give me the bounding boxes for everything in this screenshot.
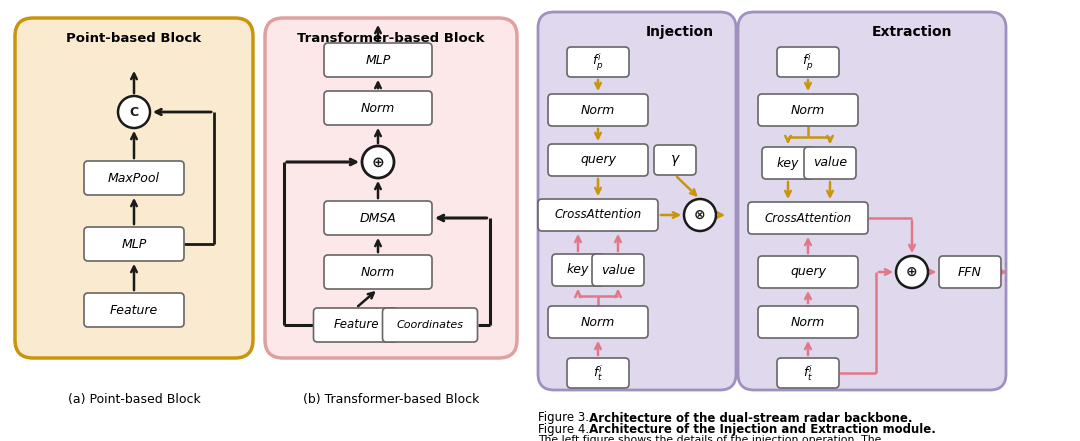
FancyBboxPatch shape (538, 12, 735, 390)
FancyBboxPatch shape (84, 293, 184, 327)
Text: ⊕: ⊕ (372, 154, 384, 169)
FancyBboxPatch shape (552, 254, 604, 286)
FancyBboxPatch shape (567, 358, 629, 388)
Text: MaxPool: MaxPool (108, 172, 160, 184)
FancyBboxPatch shape (265, 18, 517, 358)
Text: Coordinates: Coordinates (396, 320, 463, 330)
Text: Figure 4.: Figure 4. (538, 423, 589, 437)
Text: key: key (777, 157, 799, 169)
FancyBboxPatch shape (758, 256, 858, 288)
FancyBboxPatch shape (324, 201, 432, 235)
Text: Norm: Norm (361, 265, 395, 279)
Text: $f_t^i$: $f_t^i$ (802, 363, 813, 383)
Text: value: value (600, 264, 635, 277)
FancyBboxPatch shape (324, 255, 432, 289)
FancyBboxPatch shape (15, 18, 253, 358)
FancyBboxPatch shape (382, 308, 477, 342)
FancyBboxPatch shape (567, 47, 629, 77)
Text: Point-based Block: Point-based Block (67, 31, 202, 45)
Text: DMSA: DMSA (360, 212, 396, 224)
FancyBboxPatch shape (939, 256, 1001, 288)
Text: CrossAttention: CrossAttention (765, 212, 852, 224)
FancyBboxPatch shape (548, 306, 648, 338)
FancyBboxPatch shape (324, 91, 432, 125)
Text: Norm: Norm (791, 315, 825, 329)
Text: Norm: Norm (791, 104, 825, 116)
FancyBboxPatch shape (758, 306, 858, 338)
Text: CrossAttention: CrossAttention (554, 209, 642, 221)
Text: Architecture of the dual-stream radar backbone.: Architecture of the dual-stream radar ba… (585, 411, 913, 425)
Text: Norm: Norm (581, 104, 616, 116)
Circle shape (118, 96, 150, 128)
Text: MLP: MLP (365, 53, 391, 67)
Text: Feature: Feature (334, 318, 379, 332)
Text: value: value (813, 157, 847, 169)
FancyBboxPatch shape (548, 144, 648, 176)
Text: ⊕: ⊕ (906, 265, 918, 279)
Text: Injection: Injection (646, 25, 714, 39)
FancyBboxPatch shape (324, 43, 432, 77)
FancyBboxPatch shape (538, 199, 658, 231)
Text: Transformer-based Block: Transformer-based Block (297, 31, 485, 45)
FancyBboxPatch shape (548, 94, 648, 126)
FancyBboxPatch shape (748, 202, 868, 234)
FancyBboxPatch shape (84, 161, 184, 195)
Text: C: C (130, 105, 138, 119)
FancyBboxPatch shape (804, 147, 856, 179)
Text: FFN: FFN (958, 265, 982, 279)
FancyBboxPatch shape (777, 47, 839, 77)
FancyBboxPatch shape (758, 94, 858, 126)
Circle shape (684, 199, 716, 231)
Text: $f_t^i$: $f_t^i$ (593, 363, 603, 383)
Text: $\gamma$: $\gamma$ (670, 153, 680, 168)
Text: key: key (567, 264, 590, 277)
FancyBboxPatch shape (654, 145, 696, 175)
Circle shape (896, 256, 928, 288)
Text: MLP: MLP (121, 238, 147, 250)
Text: Norm: Norm (361, 101, 395, 115)
Text: query: query (789, 265, 826, 279)
Text: Norm: Norm (581, 315, 616, 329)
Text: The left figure shows the details of the injection operation. The: The left figure shows the details of the… (538, 435, 881, 441)
Text: Figure 3.: Figure 3. (538, 411, 589, 425)
FancyBboxPatch shape (313, 308, 399, 342)
Text: Extraction: Extraction (872, 25, 953, 39)
Text: $f_p^i$: $f_p^i$ (802, 51, 813, 73)
Text: $f_p^i$: $f_p^i$ (592, 51, 604, 73)
Text: (b) Transformer-based Block: (b) Transformer-based Block (302, 393, 480, 407)
FancyBboxPatch shape (777, 358, 839, 388)
Text: query: query (580, 153, 616, 167)
Text: ⊗: ⊗ (694, 208, 706, 222)
FancyBboxPatch shape (84, 227, 184, 261)
FancyBboxPatch shape (738, 12, 1005, 390)
FancyBboxPatch shape (762, 147, 814, 179)
Text: Architecture of the Injection and Extraction module.: Architecture of the Injection and Extrac… (585, 423, 936, 437)
FancyBboxPatch shape (592, 254, 644, 286)
Text: (a) Point-based Block: (a) Point-based Block (68, 393, 201, 407)
Text: Feature: Feature (110, 303, 158, 317)
Circle shape (362, 146, 394, 178)
